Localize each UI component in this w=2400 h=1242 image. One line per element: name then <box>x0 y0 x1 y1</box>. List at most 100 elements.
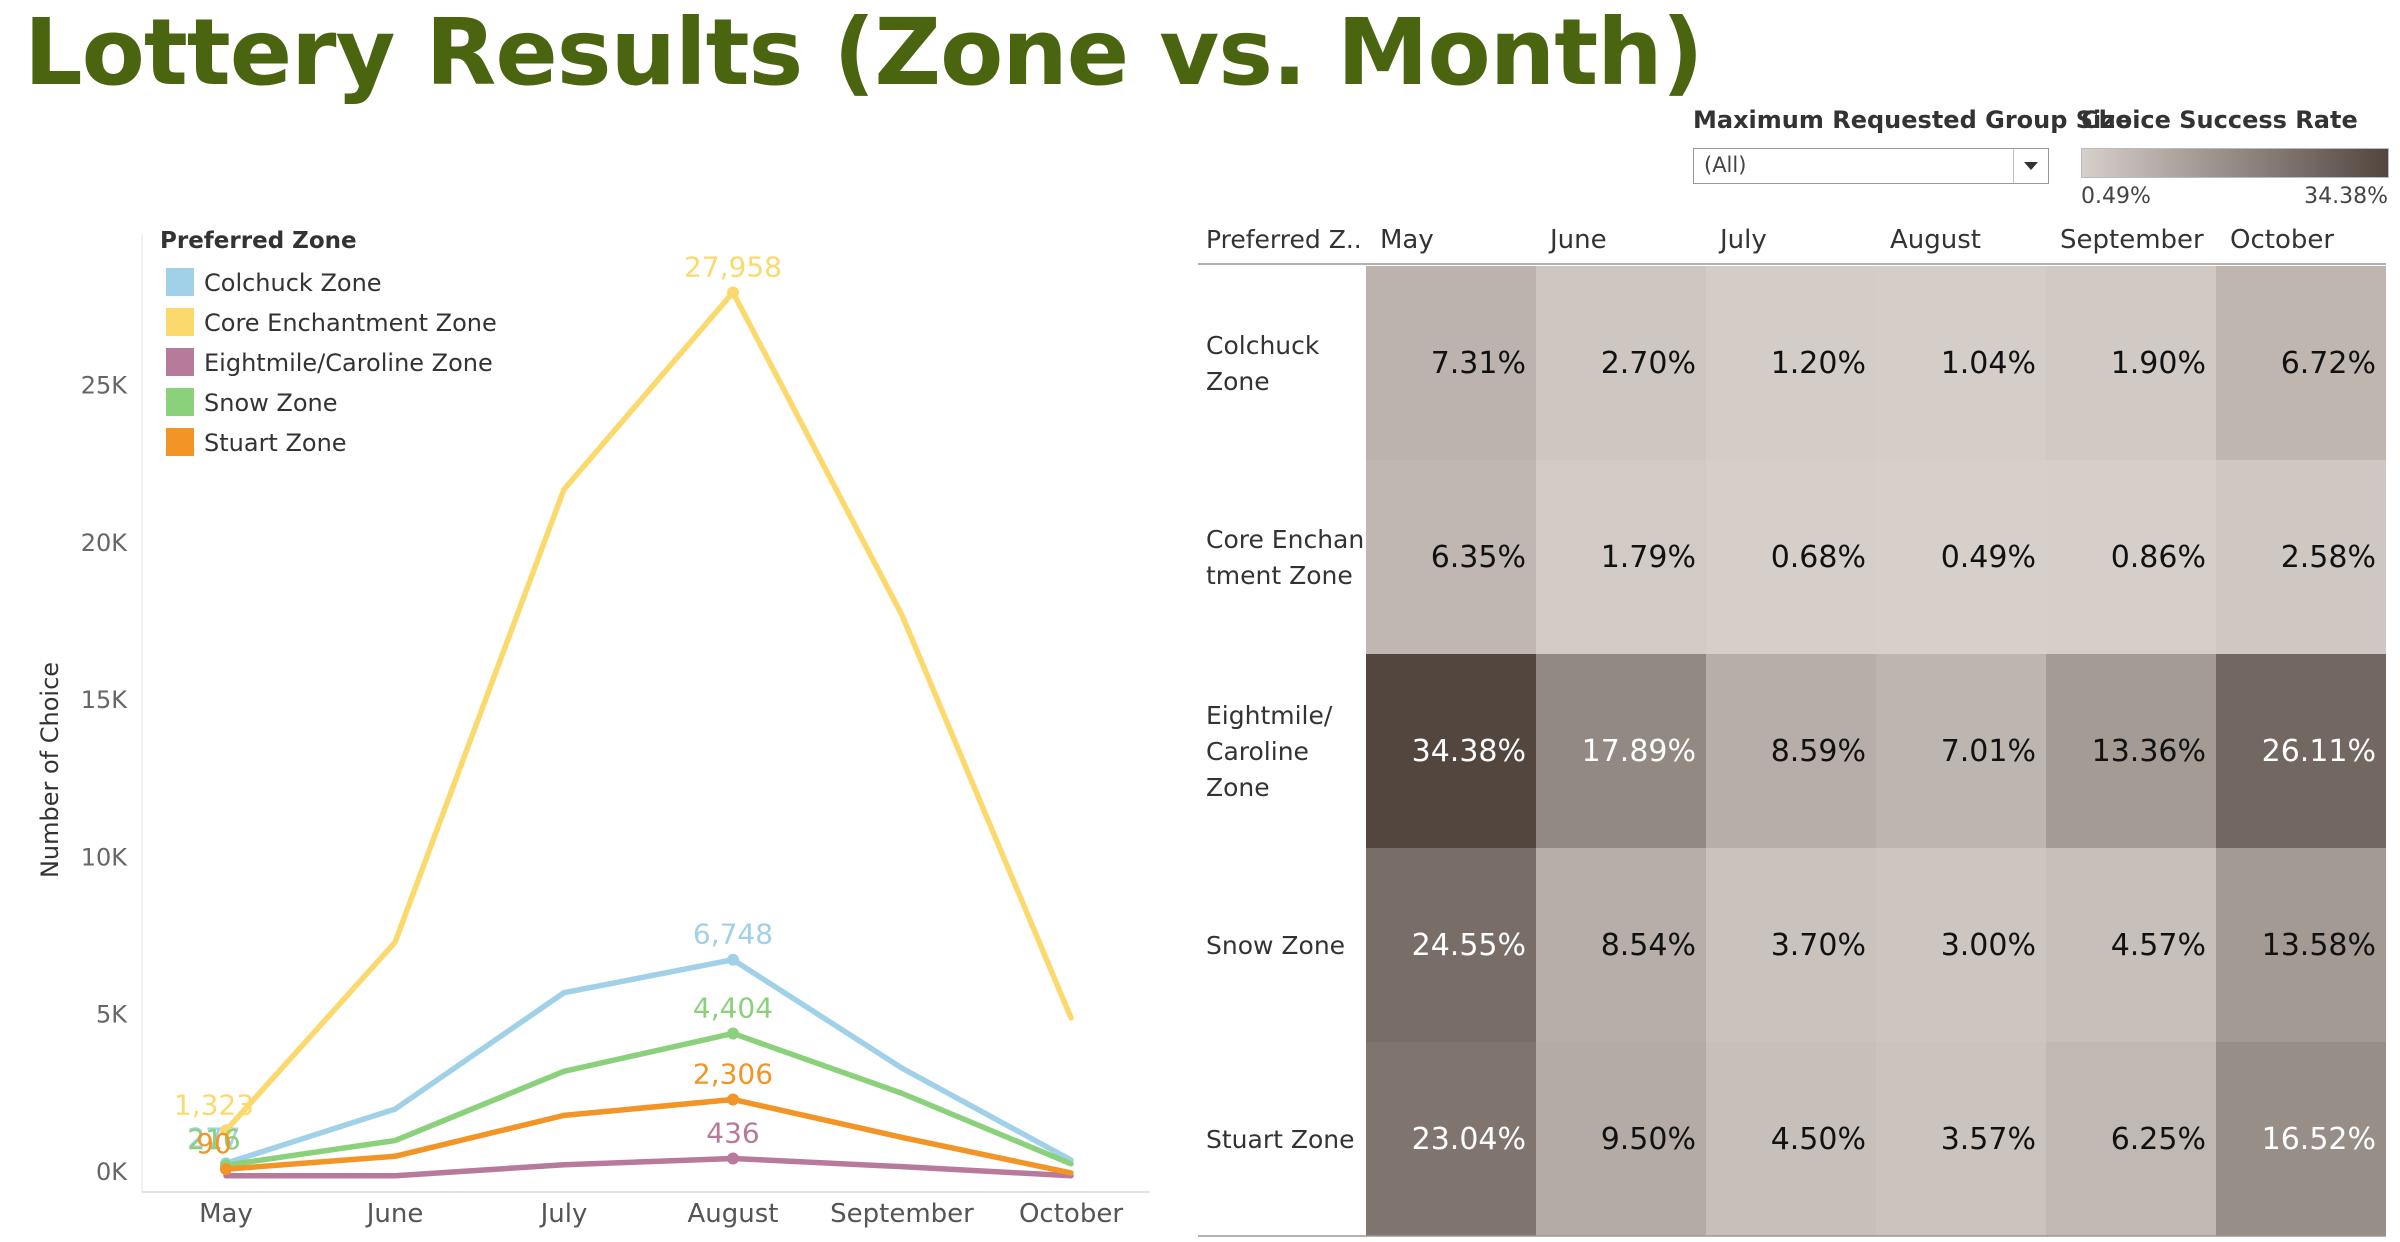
data-point <box>727 286 739 299</box>
cell-value: 4.50% <box>1771 1122 1866 1157</box>
legend-swatch <box>166 388 194 416</box>
y-tick-label: 0K <box>96 1158 128 1186</box>
filter-selected-value: (All) <box>1704 153 1747 177</box>
cell-value: 6.35% <box>1431 540 1526 575</box>
cell-value: 17.89% <box>1582 734 1696 769</box>
legend-swatch <box>166 428 194 456</box>
column-header: October <box>2230 225 2334 255</box>
cell-value: 1.90% <box>2111 346 2206 381</box>
data-label: 90 <box>196 1127 232 1160</box>
cell-value: 0.86% <box>2111 540 2206 575</box>
cell-value: 8.59% <box>1771 734 1866 769</box>
x-tick-label: September <box>830 1199 974 1229</box>
row-label: Zone <box>1206 367 1270 396</box>
row-label: tment Zone <box>1206 561 1353 590</box>
cell-value: 16.52% <box>2262 1122 2376 1157</box>
cell-value: 6.72% <box>2281 346 2376 381</box>
cell-value: 7.01% <box>1941 734 2036 769</box>
column-header: July <box>1718 225 1767 255</box>
cell-value: 0.49% <box>1941 540 2036 575</box>
heatmap-cell <box>1366 654 1536 848</box>
group-size-filter-dropdown[interactable]: (All) <box>1693 148 2049 184</box>
color-legend-title: Choice Success Rate <box>2081 106 2358 134</box>
heatmap-cell <box>1876 654 2046 848</box>
row-label: Colchuck <box>1206 331 1320 360</box>
color-ramp <box>2081 148 2389 178</box>
row-label: Stuart Zone <box>1206 1125 1355 1154</box>
data-point <box>727 1027 739 1040</box>
legend-entry: Colchuck Zone <box>204 269 382 297</box>
data-label: 4,404 <box>693 991 773 1024</box>
heatmap-cell <box>1536 266 1706 460</box>
y-tick-label: 20K <box>81 529 129 557</box>
cell-value: 4.57% <box>2111 928 2206 963</box>
heatmap-cell <box>1876 1042 2046 1236</box>
heatmap-cell <box>1536 848 1706 1042</box>
cell-value: 1.04% <box>1941 346 2036 381</box>
cell-value: 34.38% <box>1412 734 1526 769</box>
row-label: Snow Zone <box>1206 931 1345 960</box>
color-ramp-min: 0.49% <box>2081 184 2151 209</box>
data-label: 2,306 <box>693 1057 773 1090</box>
heatmap-cell <box>2216 654 2386 848</box>
heatmap-cell <box>1366 1042 1536 1236</box>
cell-value: 3.57% <box>1941 1122 2036 1157</box>
cell-value: 13.36% <box>2092 734 2206 769</box>
cell-value: 7.31% <box>1431 346 1526 381</box>
heatmap-cell <box>1706 266 1876 460</box>
cell-value: 24.55% <box>1412 928 1526 963</box>
cell-value: 3.70% <box>1771 928 1866 963</box>
legend-swatch <box>166 348 194 376</box>
data-label: 436 <box>706 1116 759 1149</box>
data-point <box>727 1152 739 1165</box>
cell-value: 23.04% <box>1412 1122 1526 1157</box>
heatmap-cell <box>1876 848 2046 1042</box>
x-tick-label: May <box>199 1199 253 1229</box>
heatmap-cell <box>2216 1042 2386 1236</box>
series-line <box>223 956 1074 1167</box>
row-label: Core Enchan <box>1206 525 1364 554</box>
cell-value: 1.20% <box>1771 346 1866 381</box>
y-axis-title: Number of Choice <box>36 662 64 878</box>
heatmap-cell <box>2046 266 2216 460</box>
data-label: 1,323 <box>174 1088 254 1121</box>
row-label: Zone <box>1206 773 1270 802</box>
column-header: June <box>1548 225 1607 255</box>
color-ramp-max: 34.38% <box>2304 184 2388 209</box>
heatmap-cell <box>2216 848 2386 1042</box>
heatmap-cell <box>1536 460 1706 654</box>
x-tick-label: July <box>539 1199 588 1229</box>
heatmap-cell <box>1706 460 1876 654</box>
legend-entry: Snow Zone <box>204 389 338 417</box>
x-tick-label: October <box>1019 1199 1123 1229</box>
legend-swatch <box>166 308 194 336</box>
series-line <box>223 289 1074 1134</box>
heatmap-cell <box>2216 460 2386 654</box>
page-title: Lottery Results (Zone vs. Month) <box>24 0 1704 106</box>
data-point <box>727 1093 739 1106</box>
cell-value: 8.54% <box>1601 928 1696 963</box>
cell-value: 13.58% <box>2262 928 2376 963</box>
row-header-label: Preferred Z.. <box>1206 225 1362 254</box>
y-tick-label: 15K <box>81 686 129 714</box>
row-label: Eightmile/ <box>1206 701 1333 730</box>
cell-value: 26.11% <box>2262 734 2376 769</box>
column-header: September <box>2060 225 2204 255</box>
cell-value: 2.58% <box>2281 540 2376 575</box>
legend-title: Preferred Zone <box>160 228 357 254</box>
x-tick-label: August <box>688 1199 779 1229</box>
legend-swatch <box>166 268 194 296</box>
heatmap-cell <box>1876 266 2046 460</box>
heatmap-table: Preferred Z.. May June July August September O… <box>1198 225 2386 1237</box>
heatmap-cell <box>1366 266 1536 460</box>
heatmap-cell <box>1706 848 1876 1042</box>
legend-entry: Eightmile/Caroline Zone <box>204 349 493 377</box>
y-tick-label: 5K <box>96 1001 128 1029</box>
dropdown-toggle[interactable] <box>2013 149 2048 183</box>
series-line <box>223 1030 1074 1168</box>
heatmap-cell <box>2046 654 2216 848</box>
cell-value: 2.70% <box>1601 346 1696 381</box>
heatmap-cell <box>2046 1042 2216 1236</box>
heatmap-cell <box>1706 1042 1876 1236</box>
data-point <box>727 953 739 966</box>
